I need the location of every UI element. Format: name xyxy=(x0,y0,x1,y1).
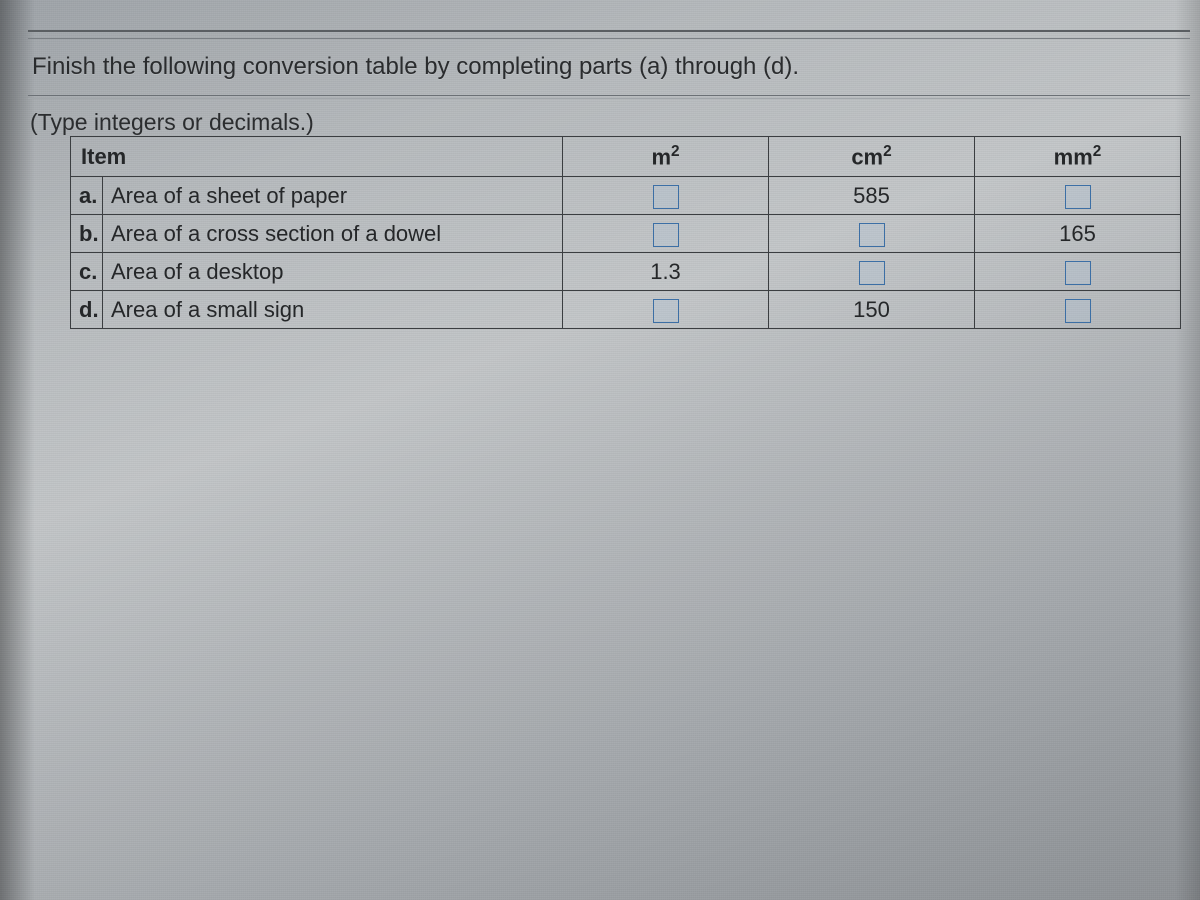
col-header-cm2: cm2 xyxy=(769,137,975,177)
cell-d-cm2: 150 xyxy=(769,291,975,329)
col-header-item: Item xyxy=(71,137,563,177)
input-a-m2[interactable] xyxy=(653,185,679,209)
table-header-row: Item m2 cm2 mm2 xyxy=(71,137,1181,177)
divider-mid-2 xyxy=(28,98,1190,99)
input-b-m2[interactable] xyxy=(653,223,679,247)
cell-b-mm2: 165 xyxy=(975,215,1181,253)
row-label: d. xyxy=(71,291,103,329)
row-label: b. xyxy=(71,215,103,253)
col-header-m2: m2 xyxy=(563,137,769,177)
cell-b-cm2 xyxy=(769,215,975,253)
cell-d-m2 xyxy=(563,291,769,329)
cell-a-m2 xyxy=(563,177,769,215)
col-header-m2-base: m xyxy=(651,144,671,169)
row-item: Area of a sheet of paper xyxy=(103,177,563,215)
col-header-mm2-sup: 2 xyxy=(1093,143,1102,160)
row-item: Area of a cross section of a dowel xyxy=(103,215,563,253)
table-row: a. Area of a sheet of paper 585 xyxy=(71,177,1181,215)
page-content: Finish the following conversion table by… xyxy=(28,30,1190,329)
row-item: Area of a desktop xyxy=(103,253,563,291)
cell-c-m2: 1.3 xyxy=(563,253,769,291)
input-d-mm2[interactable] xyxy=(1065,299,1091,323)
input-c-mm2[interactable] xyxy=(1065,261,1091,285)
conversion-table: Item m2 cm2 mm2 a. Area of a sheet of pa… xyxy=(70,136,1181,329)
divider-top-1 xyxy=(28,30,1190,32)
instruction-text: Finish the following conversion table by… xyxy=(32,53,1190,81)
col-header-m2-sup: 2 xyxy=(671,143,680,160)
cell-d-mm2 xyxy=(975,291,1181,329)
divider-mid-1 xyxy=(28,95,1190,96)
input-b-cm2[interactable] xyxy=(859,223,885,247)
input-a-mm2[interactable] xyxy=(1065,185,1091,209)
row-label: a. xyxy=(71,177,103,215)
cell-a-cm2: 585 xyxy=(769,177,975,215)
hint-text: (Type integers or decimals.) xyxy=(30,109,1190,136)
cell-c-cm2 xyxy=(769,253,975,291)
table-row: b. Area of a cross section of a dowel 16… xyxy=(71,215,1181,253)
input-d-m2[interactable] xyxy=(653,299,679,323)
row-label: c. xyxy=(71,253,103,291)
input-c-cm2[interactable] xyxy=(859,261,885,285)
table-row: c. Area of a desktop 1.3 xyxy=(71,253,1181,291)
cell-c-mm2 xyxy=(975,253,1181,291)
col-header-mm2: mm2 xyxy=(975,137,1181,177)
table-row: d. Area of a small sign 150 xyxy=(71,291,1181,329)
col-header-cm2-base: cm xyxy=(851,144,883,169)
cell-a-mm2 xyxy=(975,177,1181,215)
col-header-mm2-base: mm xyxy=(1054,144,1093,169)
row-item: Area of a small sign xyxy=(103,291,563,329)
divider-top-2 xyxy=(28,38,1190,39)
col-header-cm2-sup: 2 xyxy=(883,143,892,160)
cell-b-m2 xyxy=(563,215,769,253)
